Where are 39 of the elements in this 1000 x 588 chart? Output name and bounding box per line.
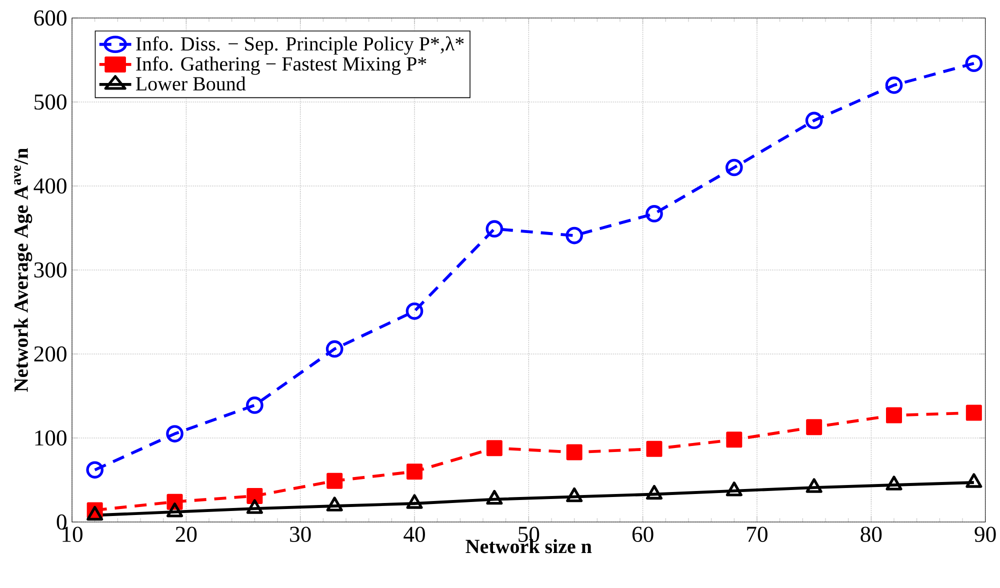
point xyxy=(246,396,264,414)
y-tick-label: 200 xyxy=(34,346,66,362)
point xyxy=(86,461,104,479)
point xyxy=(326,340,344,358)
point xyxy=(326,472,343,489)
point xyxy=(885,76,903,94)
point xyxy=(806,419,822,436)
y-tick-label: 100 xyxy=(35,430,66,446)
y-tick-label: 600 xyxy=(34,10,66,26)
y-tick-label: 500 xyxy=(34,94,66,110)
point xyxy=(646,440,662,457)
legend-label: Lower Bound xyxy=(136,76,246,91)
point xyxy=(886,407,902,424)
point xyxy=(566,226,584,244)
y-tick-label: 300 xyxy=(34,262,66,278)
x-tick-label: 40 xyxy=(404,526,425,542)
point xyxy=(566,444,582,460)
legend-label: Info. Diss. − Sep. Principle Policy P*,λ* xyxy=(136,36,464,55)
x-tick-label: 80 xyxy=(860,526,882,542)
point xyxy=(166,425,184,442)
point xyxy=(406,464,423,480)
point xyxy=(966,404,982,421)
point xyxy=(726,158,743,176)
point xyxy=(246,488,263,504)
x-tick-label: 70 xyxy=(747,526,768,542)
x-tick-label: 20 xyxy=(176,526,197,542)
point xyxy=(486,220,504,238)
point xyxy=(726,432,742,448)
x-tick-label: 30 xyxy=(290,526,311,542)
point xyxy=(406,302,424,320)
x-tick-label: 60 xyxy=(632,526,654,542)
point xyxy=(646,205,663,222)
y-tick-label: 400 xyxy=(34,178,66,194)
y-axis-title: Network Average Age A$^{ave}$/n xyxy=(14,148,32,392)
x-tick-label: 90 xyxy=(974,526,996,542)
point xyxy=(805,112,823,130)
point xyxy=(965,54,983,72)
legend-label: Info. Gathering − Fastest Mixing P* xyxy=(136,56,426,75)
point xyxy=(486,440,502,456)
